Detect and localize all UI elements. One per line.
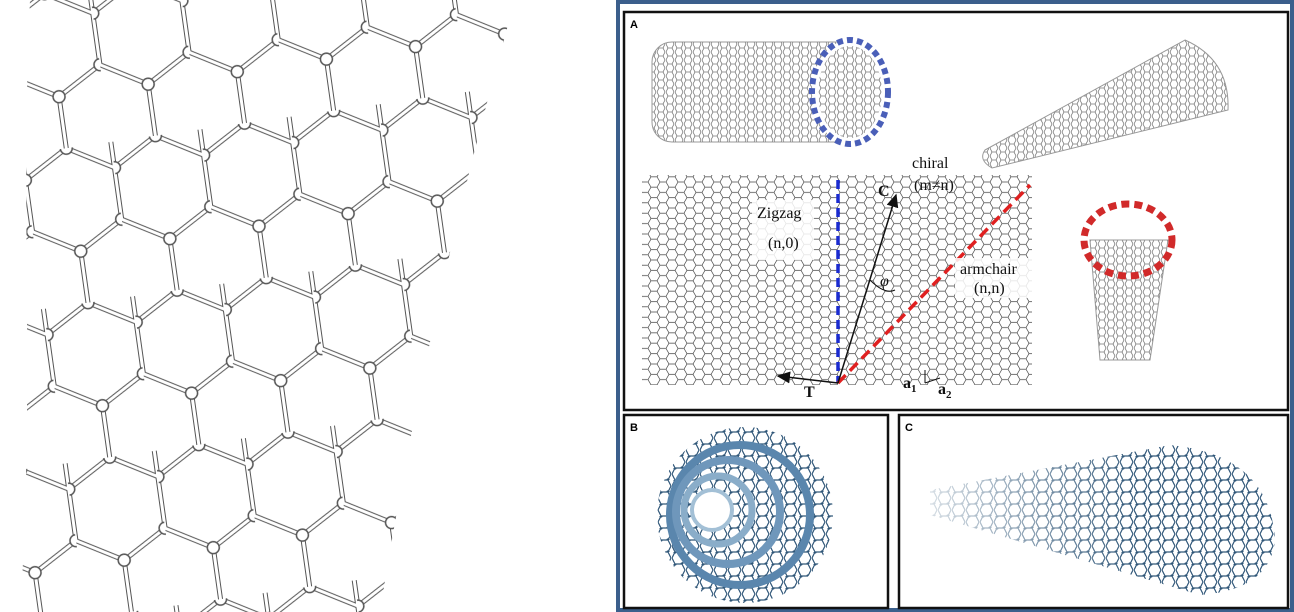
angle-label: φ (880, 273, 889, 290)
panel-label: B (630, 422, 638, 434)
a1-sub: 1 (911, 383, 917, 395)
chiral-index: (m≠n) (914, 177, 954, 194)
figure: A C chiral (m≠n) Zigzag (n,0) φ armchair… (0, 0, 1294, 612)
vector-t: T (804, 384, 815, 401)
a1-base: a (903, 375, 911, 392)
a2-base: a (938, 381, 946, 398)
panel-label: C (905, 422, 913, 434)
a2-sub: 2 (946, 389, 952, 401)
armchair-label: armchair (960, 261, 1018, 278)
nanotube-left (0, 0, 540, 612)
panel-a: A C chiral (m≠n) Zigzag (n,0) φ armchair… (624, 12, 1288, 410)
panel-label: A (630, 19, 638, 31)
chiral-label: chiral (912, 155, 949, 172)
panel-b: B (624, 415, 888, 608)
armchair-index: (n,n) (974, 280, 1005, 297)
vector-c: C (878, 183, 890, 200)
zigzag-index: (n,0) (768, 235, 799, 252)
panel-c: C (899, 415, 1288, 608)
tube-end-inner (818, 46, 882, 138)
zigzag-label: Zigzag (757, 205, 801, 222)
